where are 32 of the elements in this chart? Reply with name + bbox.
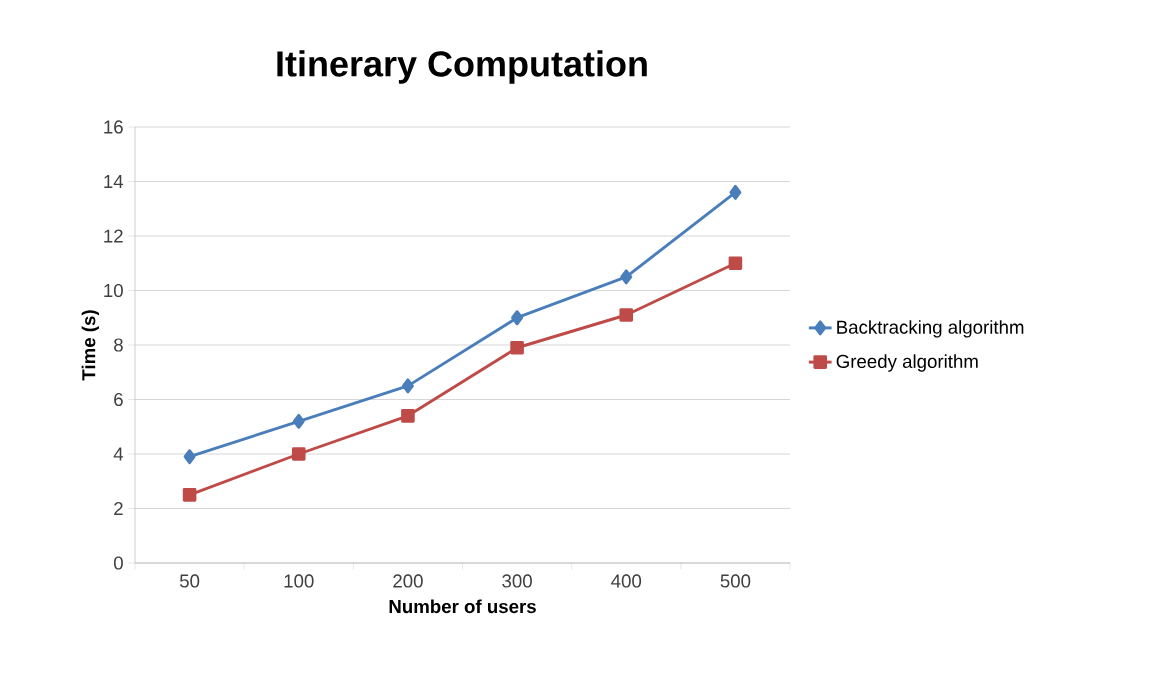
- y-tick-label: 4: [113, 447, 124, 461]
- point: [620, 269, 633, 285]
- point: [401, 409, 415, 423]
- y-axis-title: Time (s): [81, 310, 100, 381]
- point: [729, 184, 742, 200]
- x-tick-label: 100: [284, 574, 314, 588]
- y-tick-label: 2: [114, 501, 123, 516]
- chart-title: Itinerary Computation: [277, 50, 647, 84]
- x-tick-label: 500: [720, 574, 751, 588]
- x-axis-title: Number of users: [389, 599, 536, 614]
- point: [183, 449, 196, 465]
- legend-label: Backtracking algorithm: [837, 320, 1024, 338]
- point: [182, 488, 197, 502]
- point: [510, 340, 524, 355]
- y-tick-label: 10: [104, 283, 123, 298]
- legend-label: Greedy algorithm: [836, 354, 978, 372]
- point: [619, 308, 634, 322]
- x-tick-label: 400: [611, 574, 642, 588]
- point: [291, 447, 306, 461]
- y-tick-label: 0: [113, 556, 123, 570]
- point: [511, 310, 524, 326]
- y-tick-label: 16: [104, 120, 123, 134]
- point: [401, 378, 414, 394]
- y-tick-label: 12: [104, 229, 123, 243]
- y-tick-label: 6: [114, 392, 123, 407]
- y-tick-label: 14: [104, 175, 124, 188]
- point: [728, 256, 743, 271]
- x-tick-label: 50: [179, 574, 200, 588]
- point: [292, 413, 305, 429]
- x-tick-label: 200: [393, 574, 423, 588]
- y-tick-label: 8: [114, 338, 123, 352]
- x-tick-label: 300: [502, 574, 532, 588]
